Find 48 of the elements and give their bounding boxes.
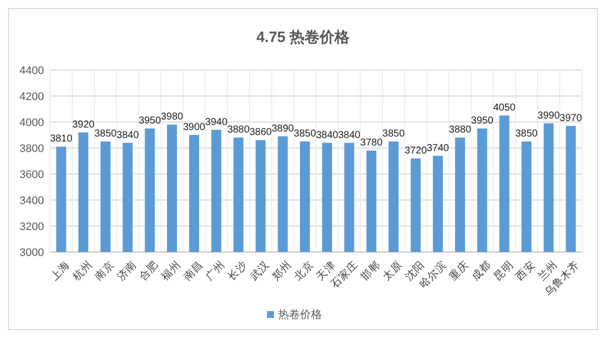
y-tick-label: 3400 — [20, 194, 44, 207]
y-tick-label: 3000 — [20, 246, 44, 259]
data-label: 3940 — [205, 116, 228, 128]
data-label: 3840 — [116, 130, 140, 141]
data-label: 3850 — [94, 128, 118, 140]
x-tick-label: 合肥 — [136, 258, 162, 283]
x-tick-label: 武汉 — [247, 258, 272, 283]
data-label: 3950 — [138, 116, 162, 126]
data-label: 3840 — [338, 130, 361, 141]
x-tick-label: 太原 — [380, 258, 405, 283]
y-tick-label: 3200 — [20, 220, 44, 233]
data-label: 3880 — [448, 124, 472, 136]
data-label: 3740 — [426, 142, 450, 154]
data-label: 3920 — [72, 119, 95, 130]
data-label: 3810 — [50, 134, 73, 145]
data-label: 3850 — [515, 128, 538, 140]
data-label: 3840 — [316, 130, 339, 141]
x-tick-label: 福州 — [158, 258, 184, 283]
x-tick-label: 西安 — [513, 258, 538, 283]
y-tick-label: 4000 — [20, 116, 44, 129]
x-tick-label: 重庆 — [446, 258, 472, 283]
data-label: 3970 — [560, 112, 582, 124]
data-label: 3950 — [471, 116, 494, 126]
data-label: 3860 — [249, 127, 272, 138]
data-label: 3720 — [404, 145, 428, 156]
y-tick-label: 4400 — [20, 64, 44, 77]
x-tick-label: 南昌 — [180, 258, 206, 283]
x-tick-label: 昆明 — [492, 258, 516, 283]
y-tick-label: 3600 — [20, 168, 44, 181]
legend-label: 热卷价格 — [278, 309, 322, 321]
x-tick-label: 邯郸 — [358, 258, 383, 283]
data-label: 3990 — [538, 110, 560, 122]
data-label: 3850 — [382, 128, 406, 140]
x-tick-label: 济南 — [114, 258, 139, 283]
data-label: 3780 — [360, 138, 383, 149]
data-label: 3850 — [294, 128, 316, 140]
x-tick-label: 长沙 — [225, 258, 250, 283]
y-tick-label: 3800 — [20, 142, 44, 155]
data-label: 3980 — [160, 112, 184, 123]
data-label: 3890 — [272, 123, 294, 134]
x-tick-label: 广州 — [202, 258, 228, 283]
data-label: 4050 — [493, 102, 516, 114]
chart-title: 4.75 热卷价格 — [256, 29, 351, 46]
data-label: 3900 — [183, 122, 206, 133]
data-label: 3880 — [227, 124, 250, 136]
x-tick-label: 成都 — [468, 258, 494, 283]
y-tick-label: 4200 — [20, 90, 44, 103]
x-tick-label: 南京 — [92, 258, 117, 283]
